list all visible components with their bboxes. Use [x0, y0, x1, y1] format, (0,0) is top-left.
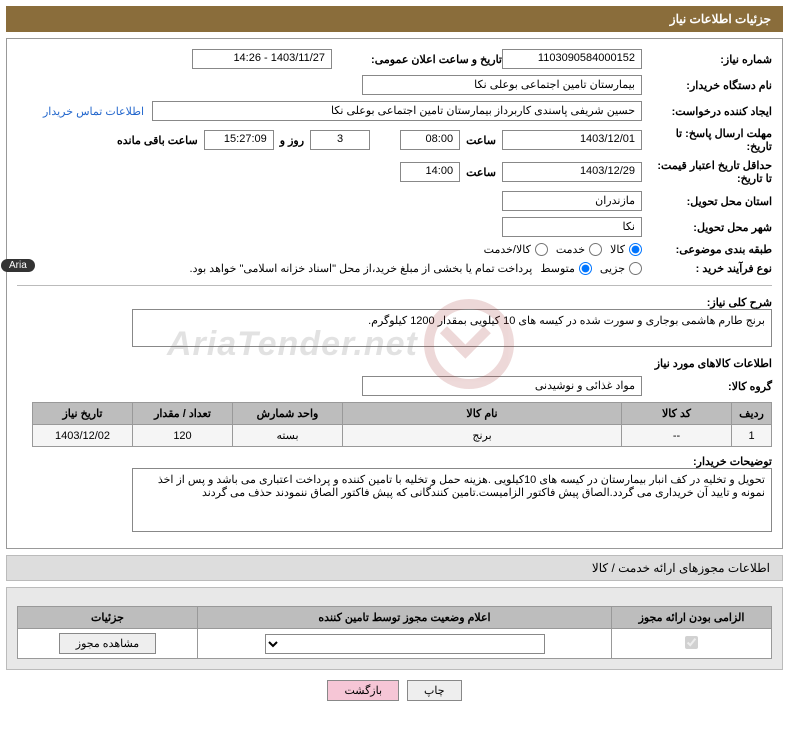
time-label-2: ساعت [460, 166, 502, 179]
need-no-value: 1103090584000152 [502, 49, 642, 69]
view-license-button[interactable]: مشاهده مجوز [59, 633, 156, 654]
validity-label: حداقل تاریخ اعتبار قیمت: تا تاریخ: [642, 159, 772, 185]
watermark-badge: Aria [1, 259, 35, 272]
desc-value: تحویل و تخلیه در کف انبار بیمارستان در ک… [132, 468, 772, 532]
back-button[interactable]: بازگشت [327, 680, 399, 701]
category-radio-group: کالا خدمت کالا/خدمت [484, 243, 642, 256]
group-label: گروه کالا: [642, 380, 772, 393]
page-header: جزئیات اطلاعات نیاز [6, 6, 783, 32]
city-label: شهر محل تحویل: [642, 221, 772, 234]
radio-small[interactable] [629, 262, 642, 275]
th-code: کد کالا [622, 403, 732, 425]
main-panel: AriaTender.net Aria شماره نیاز: 11030905… [6, 38, 783, 549]
validity-date: 1403/12/29 [502, 162, 642, 182]
process-label: نوع فرآیند خرید : [642, 262, 772, 275]
remaining-label: ساعت باقی مانده [111, 134, 204, 147]
announce-value: 1403/11/27 - 14:26 [192, 49, 332, 69]
action-buttons: چاپ بازگشت [0, 680, 789, 701]
ltd-details: مشاهده مجوز [18, 629, 198, 659]
radio-goods[interactable] [629, 243, 642, 256]
process-note: پرداخت تمام یا بخشی از مبلغ خرید،از محل … [190, 262, 541, 275]
license-row: مشاهده مجوز [18, 629, 772, 659]
radio-small-label: جزیی [600, 262, 625, 275]
deadline-date: 1403/12/01 [502, 130, 642, 150]
mandatory-checkbox [685, 636, 698, 649]
buyer-label: نام دستگاه خریدار: [642, 79, 772, 92]
countdown-value: 15:27:09 [204, 130, 274, 150]
license-table: الزامی بودن ارائه مجوز اعلام وضعیت مجوز … [17, 606, 772, 659]
province-value: مازندران [502, 191, 642, 211]
license-header-text: اطلاعات مجوزهای ارائه خدمت / کالا [592, 561, 770, 575]
items-section-title: اطلاعات کالاهای مورد نیاز [17, 357, 772, 370]
print-button[interactable]: چاپ [407, 680, 462, 701]
days-remaining: 3 [310, 130, 370, 150]
days-and-label: روز و [274, 134, 310, 147]
lth-details: جزئیات [18, 607, 198, 629]
separator-1 [17, 285, 772, 286]
th-name: نام کالا [343, 403, 622, 425]
deadline-label: مهلت ارسال پاسخ: تا تاریخ: [642, 127, 772, 153]
radio-service-label: خدمت [556, 243, 585, 256]
city-value: نکا [502, 217, 642, 237]
ltd-status [198, 629, 612, 659]
requester-value: حسین شریفی پاسندی کاربرداز بیمارستان تام… [152, 101, 642, 121]
ltd-mandatory [612, 629, 772, 659]
group-value: مواد غذائی و نوشیدنی [362, 376, 642, 396]
radio-service[interactable] [589, 243, 602, 256]
td-unit: بسته [233, 425, 343, 447]
process-radio-group: جزیی متوسط [540, 262, 642, 275]
desc-label: توضیحات خریدار: [642, 455, 772, 468]
requester-label: ایجاد کننده درخواست: [642, 105, 772, 118]
td-row: 1 [732, 425, 772, 447]
category-label: طبقه بندی موضوعی: [642, 243, 772, 256]
deadline-time: 08:00 [400, 130, 460, 150]
th-row: ردیف [732, 403, 772, 425]
radio-both-label: کالا/خدمت [484, 243, 531, 256]
need-no-label: شماره نیاز: [642, 53, 772, 66]
th-unit: واحد شمارش [233, 403, 343, 425]
contact-link[interactable]: اطلاعات تماس خریدار [43, 105, 152, 118]
time-label-1: ساعت [460, 134, 502, 147]
summary-value: برنج طارم هاشمی بوجاری و سورت شده در کیس… [132, 309, 772, 347]
radio-medium[interactable] [579, 262, 592, 275]
announce-label: تاریخ و ساعت اعلان عمومی: [332, 53, 502, 66]
status-select[interactable] [265, 634, 545, 654]
license-header: اطلاعات مجوزهای ارائه خدمت / کالا [6, 555, 783, 581]
th-qty: تعداد / مقدار [133, 403, 233, 425]
license-panel: الزامی بودن ارائه مجوز اعلام وضعیت مجوز … [6, 587, 783, 670]
buyer-value: بیمارستان تامین اجتماعی بوعلی نکا [362, 75, 642, 95]
td-code: -- [622, 425, 732, 447]
th-date: تاریخ نیاز [33, 403, 133, 425]
table-row: 1 -- برنج بسته 120 1403/12/02 [33, 425, 772, 447]
radio-medium-label: متوسط [540, 262, 575, 275]
page-title: جزئیات اطلاعات نیاز [670, 12, 771, 26]
lth-mandatory: الزامی بودن ارائه مجوز [612, 607, 772, 629]
radio-goods-label: کالا [610, 243, 625, 256]
lth-status: اعلام وضعیت مجوز توسط تامین کننده [198, 607, 612, 629]
summary-label: شرح کلی نیاز: [642, 296, 772, 309]
validity-time: 14:00 [400, 162, 460, 182]
radio-both[interactable] [535, 243, 548, 256]
province-label: استان محل تحویل: [642, 195, 772, 208]
td-name: برنج [343, 425, 622, 447]
td-date: 1403/12/02 [33, 425, 133, 447]
td-qty: 120 [133, 425, 233, 447]
items-table: ردیف کد کالا نام کالا واحد شمارش تعداد /… [32, 402, 772, 447]
